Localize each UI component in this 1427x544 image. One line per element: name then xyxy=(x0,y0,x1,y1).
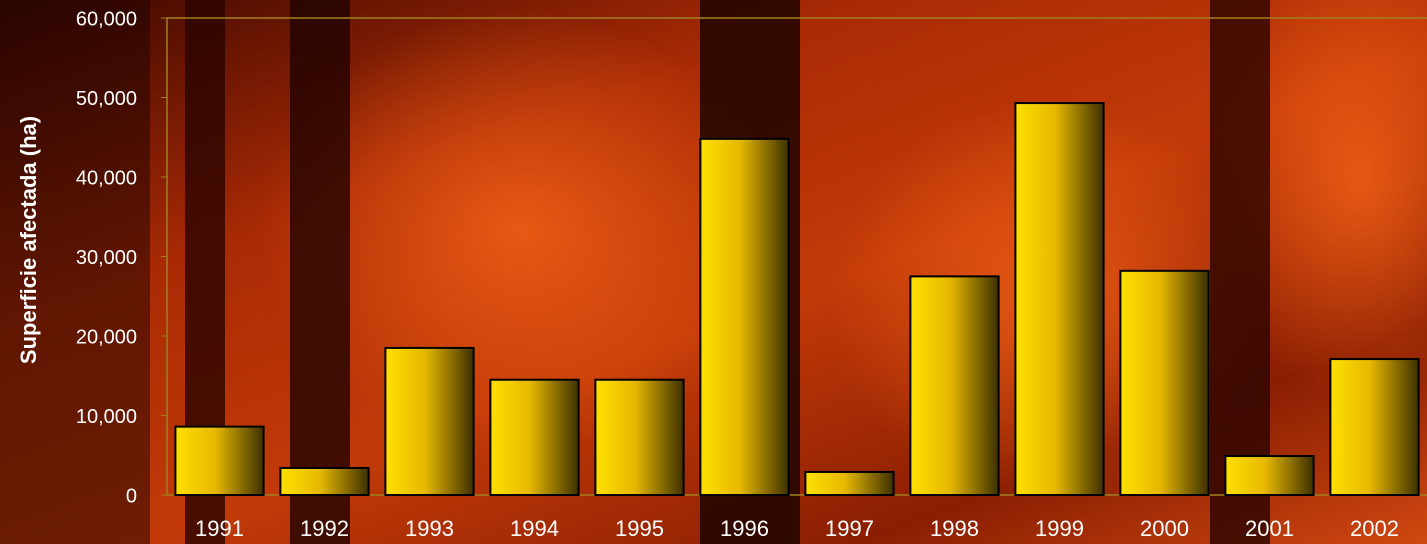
bar xyxy=(804,470,895,497)
y-tick-label: 0 xyxy=(126,485,137,507)
x-tick-label: 1995 xyxy=(615,516,664,541)
bar xyxy=(1119,269,1210,496)
y-tick-label: 10,000 xyxy=(76,406,137,428)
bar xyxy=(384,346,475,496)
bar xyxy=(699,137,790,496)
x-tick-label: 1993 xyxy=(405,516,454,541)
x-tick-label: 1991 xyxy=(195,516,244,541)
y-tick-label: 40,000 xyxy=(76,167,137,189)
y-tick-label: 20,000 xyxy=(76,326,137,348)
shadow xyxy=(0,0,150,544)
x-tick-label: 1992 xyxy=(300,516,349,541)
y-tick-label: 30,000 xyxy=(76,247,137,269)
x-tick-label: 2002 xyxy=(1350,516,1399,541)
y-tick-label: 50,000 xyxy=(76,88,137,110)
x-tick-label: 1997 xyxy=(825,516,874,541)
bar xyxy=(594,378,685,497)
bar xyxy=(174,425,265,497)
tree-trunk xyxy=(290,0,350,544)
bar xyxy=(909,275,1000,496)
y-axis-label: Superficie afectada (ha) xyxy=(16,116,41,364)
tree-trunk xyxy=(1210,0,1270,544)
fire-glow xyxy=(260,10,780,450)
x-tick-label: 2000 xyxy=(1140,516,1189,541)
bar xyxy=(1224,455,1315,497)
x-tick-label: 2001 xyxy=(1245,516,1294,541)
x-tick-label: 1994 xyxy=(510,516,559,541)
x-tick-label: 1996 xyxy=(720,516,769,541)
bar xyxy=(1329,358,1420,496)
bar xyxy=(279,466,370,497)
x-tick-label: 1998 xyxy=(930,516,979,541)
bar xyxy=(489,378,580,497)
x-tick-label: 1999 xyxy=(1035,516,1084,541)
y-tick-label: 60,000 xyxy=(76,8,137,30)
bar xyxy=(1014,102,1105,496)
